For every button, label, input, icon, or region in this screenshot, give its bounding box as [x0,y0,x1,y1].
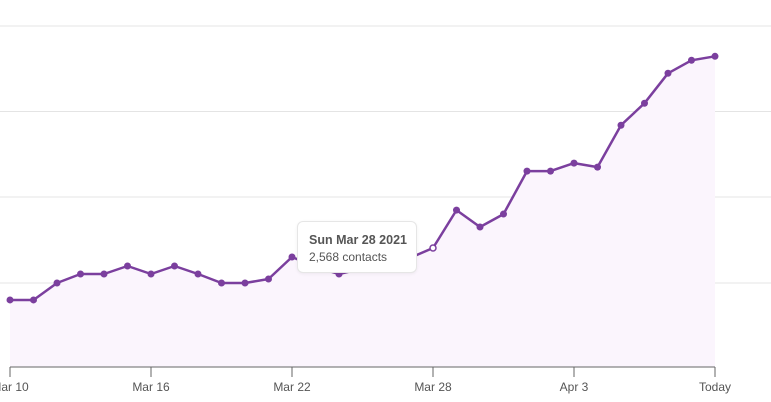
data-point[interactable] [617,121,625,129]
tooltip-value: 2,568 contacts [309,250,388,264]
data-points [6,52,719,304]
x-tick-label: Mar 16 [132,380,170,394]
data-point[interactable] [476,223,484,231]
data-point[interactable] [171,262,178,270]
data-point[interactable] [30,296,37,304]
data-point[interactable] [241,279,249,287]
data-point[interactable] [711,52,719,60]
data-point[interactable] [124,262,131,270]
area-fill [10,56,715,368]
data-point[interactable] [641,99,648,107]
data-point[interactable] [6,296,14,304]
data-point[interactable] [594,163,601,171]
data-point[interactable] [218,279,225,287]
data-point[interactable] [523,167,531,175]
data-point[interactable] [570,159,578,167]
data-point[interactable] [500,210,507,218]
tooltip-date: Sun Mar 28 2021 [309,233,407,247]
x-tick-label: Mar 28 [414,380,452,394]
tooltip: Sun Mar 28 2021 2,568 contacts [297,221,417,273]
data-point[interactable] [100,270,108,278]
data-point[interactable] [288,253,296,261]
x-tick-label: Mar 22 [273,380,311,394]
highlighted-data-point[interactable] [429,244,437,252]
x-tick-label: Apr 3 [560,380,589,394]
data-point[interactable] [53,279,61,287]
x-tick-label: Mar 10 [0,380,29,394]
data-point[interactable] [194,270,202,278]
data-point[interactable] [688,56,695,64]
data-point[interactable] [664,69,672,77]
data-point[interactable] [547,167,554,175]
data-point[interactable] [77,270,84,278]
data-point[interactable] [453,206,460,214]
data-point[interactable] [147,270,155,278]
x-tick-label: Today [699,380,731,394]
x-axis: Mar 10 Mar 16 Mar 22 Mar 28 Apr 3 Today [0,366,731,394]
data-point[interactable] [265,275,272,283]
